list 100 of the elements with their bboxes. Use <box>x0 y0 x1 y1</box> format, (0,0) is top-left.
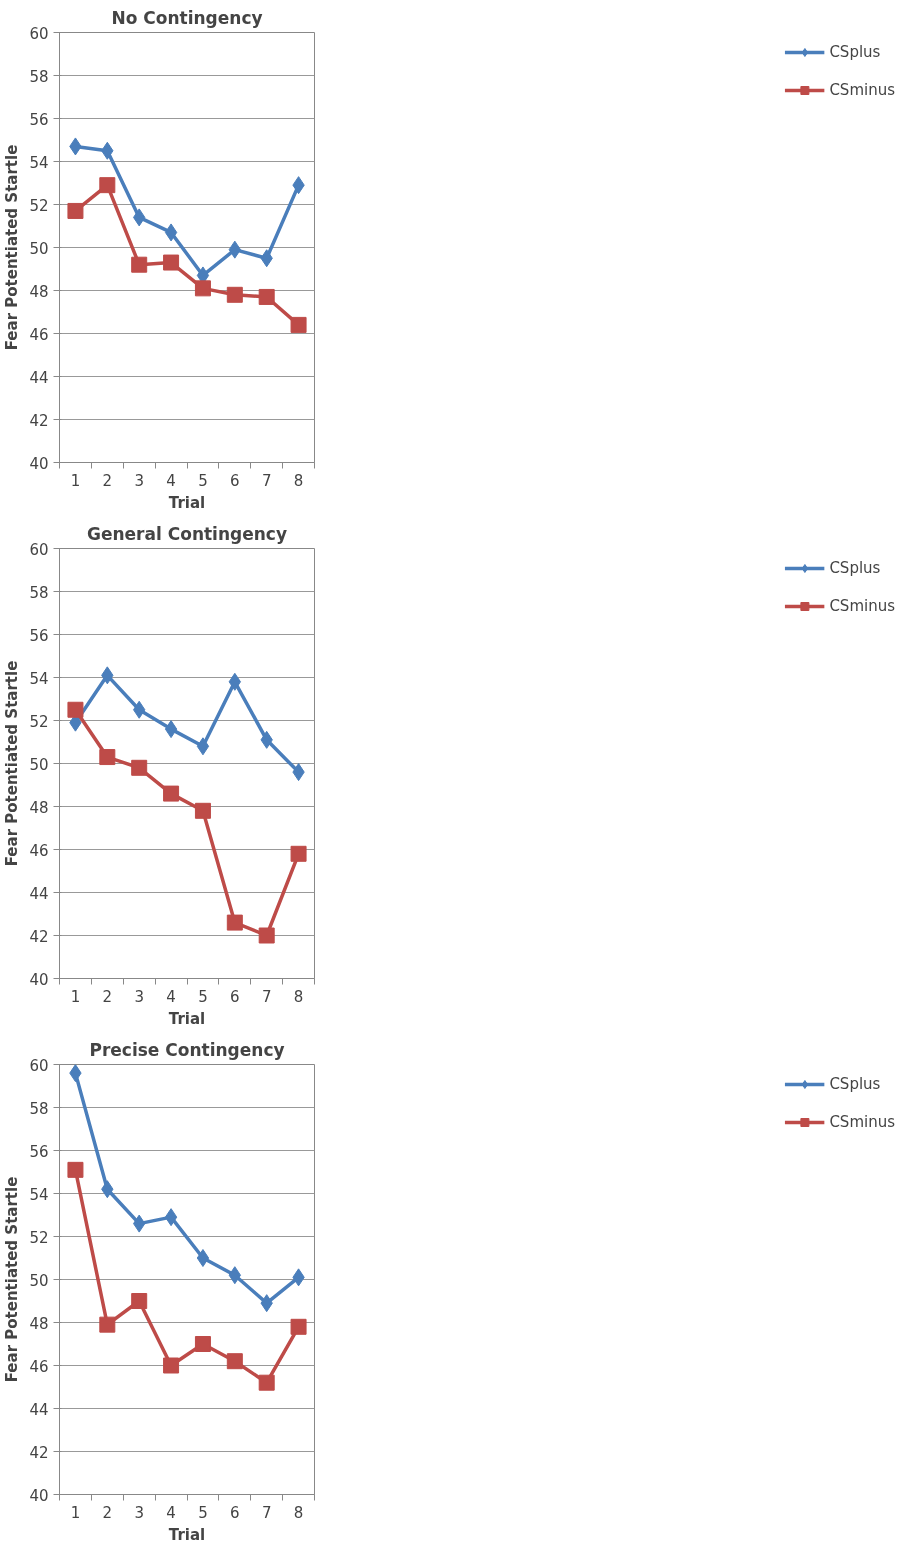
point <box>67 202 84 219</box>
x-tick-label: 3 <box>134 987 144 1006</box>
point <box>290 845 307 862</box>
y-tick-label: 52 <box>29 196 49 215</box>
y-tick-label: 58 <box>29 583 49 602</box>
y-tick-label: 46 <box>29 841 49 860</box>
y-tick-label: 50 <box>29 755 49 774</box>
point <box>196 737 210 756</box>
point <box>67 1161 84 1178</box>
point <box>226 286 243 303</box>
point <box>194 802 211 819</box>
point <box>258 927 275 944</box>
y-tick-label: 50 <box>29 239 49 258</box>
point <box>258 288 275 305</box>
y-tick-label: 40 <box>29 970 49 989</box>
x-tick-label: 6 <box>230 1503 240 1522</box>
point <box>131 1293 148 1309</box>
point <box>226 1353 243 1370</box>
point <box>163 785 180 802</box>
legend-label: CSplus <box>829 559 881 577</box>
y-tick-label: 60 <box>29 540 49 559</box>
y-tick-label: 44 <box>29 368 49 387</box>
y-tick-label: 56 <box>29 110 49 129</box>
point <box>226 914 243 931</box>
y-tick-label: 52 <box>29 712 49 731</box>
x-tick-label: 7 <box>261 471 272 490</box>
y-tick-label: 48 <box>29 282 49 301</box>
x-tick-label: 5 <box>198 987 208 1006</box>
x-tick-label: 4 <box>166 1503 176 1522</box>
point <box>99 1316 116 1333</box>
y-axis-title: Fear Potentiated Startle <box>3 1176 22 1383</box>
x-tick-label: 1 <box>70 1503 81 1522</box>
chart-title: No Contingency <box>111 7 263 28</box>
legend-label: CSminus <box>829 597 895 615</box>
point <box>164 223 178 242</box>
y-tick-label: 60 <box>29 24 49 43</box>
x-tick-label: 5 <box>198 1503 208 1522</box>
x-tick-label: 6 <box>230 471 240 490</box>
x-tick-label: 2 <box>102 471 113 490</box>
y-tick-label: 58 <box>29 1099 49 1118</box>
x-tick-label: 5 <box>198 471 208 490</box>
point <box>194 1336 211 1352</box>
point <box>258 1374 275 1391</box>
point <box>164 1208 178 1227</box>
y-tick-label: 54 <box>29 1185 49 1204</box>
y-tick-label: 46 <box>29 1357 49 1376</box>
y-tick-label: 42 <box>29 411 49 430</box>
y-tick-label: 46 <box>29 325 49 344</box>
point <box>99 177 116 194</box>
point <box>99 749 116 766</box>
y-tick-label: 52 <box>29 1228 49 1247</box>
y-tick-label: 44 <box>29 1400 49 1419</box>
y-tick-label: 58 <box>29 67 49 86</box>
x-tick-label: 6 <box>230 987 240 1006</box>
point <box>290 316 307 333</box>
y-tick-label: 56 <box>29 1142 49 1161</box>
y-tick-label: 48 <box>29 1314 49 1333</box>
point <box>163 254 180 271</box>
y-axis-title: Fear Potentiated Startle <box>3 144 22 351</box>
point <box>163 1357 180 1374</box>
legend-label: CSplus <box>829 1075 881 1093</box>
legend-label: CSminus <box>829 81 895 99</box>
legend-label: CSplus <box>829 43 881 61</box>
x-tick-label: 2 <box>102 1503 113 1522</box>
x-axis-title: Trial <box>168 493 206 512</box>
x-tick-label: 8 <box>293 471 304 490</box>
point <box>164 720 178 739</box>
point <box>131 759 148 776</box>
x-axis-title: Trial <box>168 1525 206 1544</box>
x-tick-label: 4 <box>166 987 176 1006</box>
y-tick-label: 54 <box>29 669 49 688</box>
chart-title: General Contingency <box>87 523 287 544</box>
y-tick-label: 40 <box>29 454 49 473</box>
chart-title: Precise Contingency <box>89 1039 285 1060</box>
y-tick-label: 42 <box>29 927 49 946</box>
x-tick-label: 3 <box>134 471 144 490</box>
x-tick-label: 8 <box>293 987 304 1006</box>
point <box>194 280 211 297</box>
x-tick-label: 2 <box>102 987 113 1006</box>
point <box>131 256 148 273</box>
y-tick-label: 54 <box>29 153 49 172</box>
y-axis-title: Fear Potentiated Startle <box>3 660 22 867</box>
point <box>67 701 84 718</box>
y-tick-label: 42 <box>29 1443 49 1462</box>
x-tick-label: 7 <box>261 987 272 1006</box>
x-tick-label: 1 <box>70 471 81 490</box>
x-tick-label: 4 <box>166 471 176 490</box>
y-tick-label: 60 <box>29 1056 49 1075</box>
y-tick-label: 44 <box>29 884 49 903</box>
x-tick-label: 3 <box>134 1503 144 1522</box>
y-tick-label: 48 <box>29 798 49 817</box>
x-tick-label: 1 <box>70 987 81 1006</box>
point <box>196 1249 210 1267</box>
x-tick-label: 8 <box>293 1503 304 1522</box>
point <box>290 1318 307 1335</box>
y-tick-label: 56 <box>29 626 49 645</box>
legend-label: CSminus <box>829 1113 895 1131</box>
y-tick-label: 50 <box>29 1271 49 1290</box>
y-tick-label: 40 <box>29 1486 49 1505</box>
x-tick-label: 7 <box>261 1503 272 1522</box>
